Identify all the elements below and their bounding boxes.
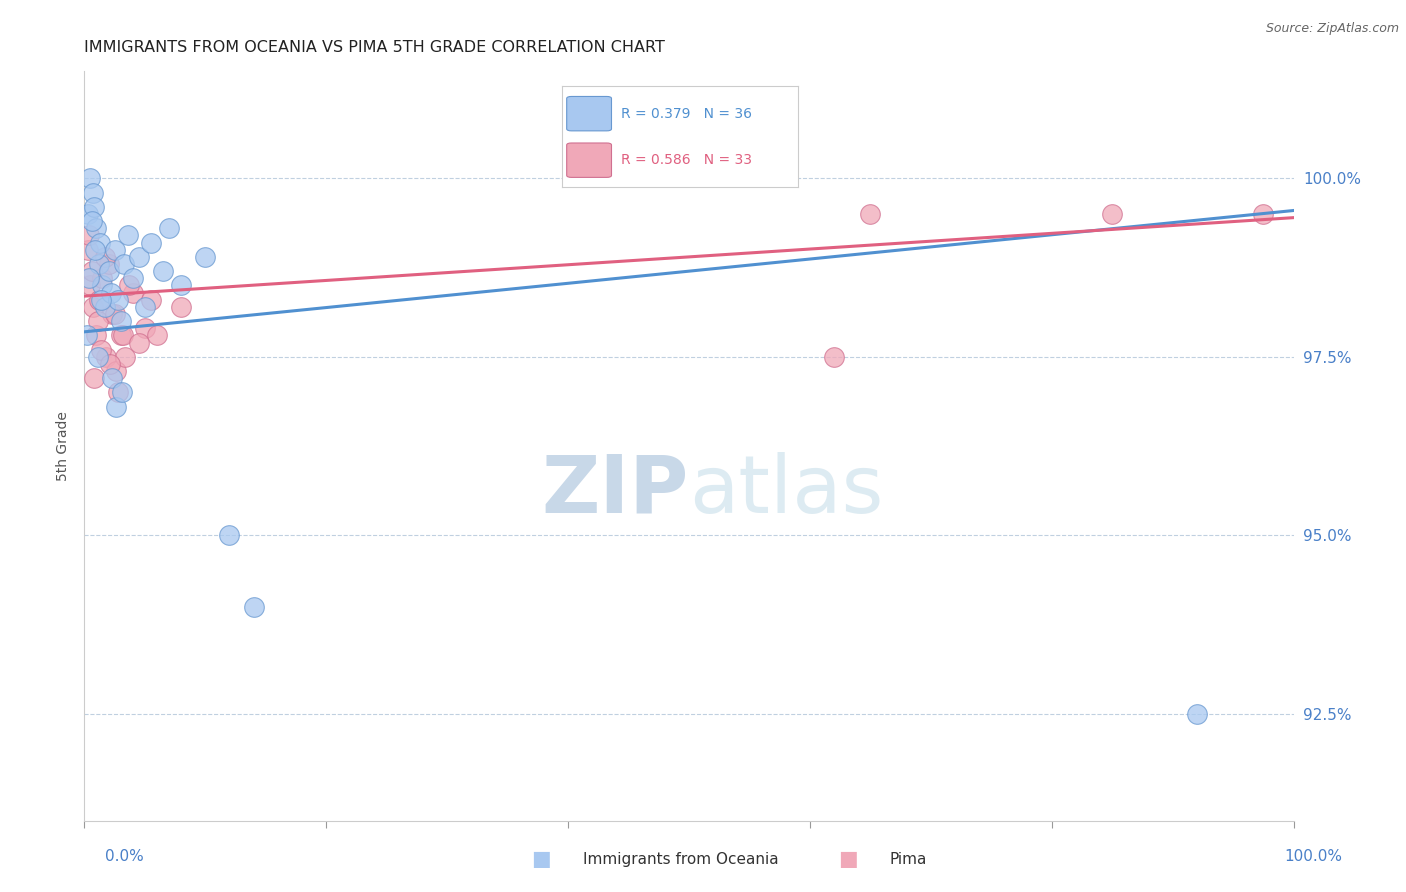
Point <box>83 200 105 214</box>
Point <box>87 293 110 307</box>
Point <box>134 321 156 335</box>
Point <box>242 599 264 614</box>
Point <box>91 271 114 285</box>
Point <box>90 293 112 307</box>
Point <box>112 328 135 343</box>
Point <box>100 285 122 300</box>
Point <box>90 343 112 357</box>
Point <box>134 300 156 314</box>
Point <box>76 328 98 343</box>
Point <box>97 257 120 271</box>
Point <box>121 285 143 300</box>
Point <box>89 235 111 250</box>
Point <box>77 243 100 257</box>
Point <box>1185 706 1208 721</box>
Point <box>1101 207 1123 221</box>
Point <box>79 278 101 293</box>
Point <box>94 300 117 314</box>
Point <box>104 307 127 321</box>
Point <box>152 264 174 278</box>
Point <box>97 264 120 278</box>
Point <box>157 221 180 235</box>
Point <box>1253 207 1275 221</box>
Text: Pima: Pima <box>890 852 928 867</box>
Point <box>823 350 845 364</box>
Text: 0.0%: 0.0% <box>105 849 145 864</box>
Point <box>82 300 104 314</box>
Point <box>77 271 100 285</box>
Point <box>128 335 150 350</box>
Point <box>86 314 108 328</box>
Point <box>94 350 117 364</box>
Point <box>77 228 100 243</box>
Text: ZIP: ZIP <box>541 452 689 530</box>
Point <box>84 243 107 257</box>
Point <box>139 293 162 307</box>
Text: ■: ■ <box>838 849 858 869</box>
Point <box>104 243 127 257</box>
Point <box>111 385 134 400</box>
Point <box>94 250 117 264</box>
Point <box>107 293 129 307</box>
Point <box>110 328 132 343</box>
Text: ■: ■ <box>531 849 551 869</box>
Point <box>82 186 104 200</box>
Point <box>107 385 129 400</box>
Text: 5th Grade: 5th Grade <box>56 411 70 481</box>
Point <box>86 350 108 364</box>
Point <box>83 371 105 385</box>
Point <box>121 271 143 285</box>
Point <box>104 364 127 378</box>
Point <box>98 357 121 371</box>
Point <box>118 278 141 293</box>
Point <box>104 400 127 414</box>
Point <box>114 350 136 364</box>
Point <box>859 207 882 221</box>
Point <box>110 314 132 328</box>
Text: Source: ZipAtlas.com: Source: ZipAtlas.com <box>1265 22 1399 36</box>
Point <box>86 328 108 343</box>
Point <box>91 278 114 293</box>
Point <box>117 228 139 243</box>
Point <box>112 257 135 271</box>
Point <box>128 250 150 264</box>
Point <box>139 235 162 250</box>
Point <box>170 278 193 293</box>
Text: IMMIGRANTS FROM OCEANIA VS PIMA 5TH GRADE CORRELATION CHART: IMMIGRANTS FROM OCEANIA VS PIMA 5TH GRAD… <box>84 40 665 55</box>
Point <box>170 300 193 314</box>
Point <box>218 528 240 542</box>
Point <box>194 250 217 264</box>
Point <box>80 214 103 228</box>
Point <box>77 207 100 221</box>
Point <box>79 171 101 186</box>
Point <box>146 328 169 343</box>
Point <box>101 371 124 385</box>
Point <box>101 307 124 321</box>
Text: Immigrants from Oceania: Immigrants from Oceania <box>583 852 779 867</box>
Point <box>80 264 103 278</box>
Text: 100.0%: 100.0% <box>1285 849 1343 864</box>
Point <box>87 257 110 271</box>
Point <box>86 221 108 235</box>
Text: atlas: atlas <box>689 452 883 530</box>
